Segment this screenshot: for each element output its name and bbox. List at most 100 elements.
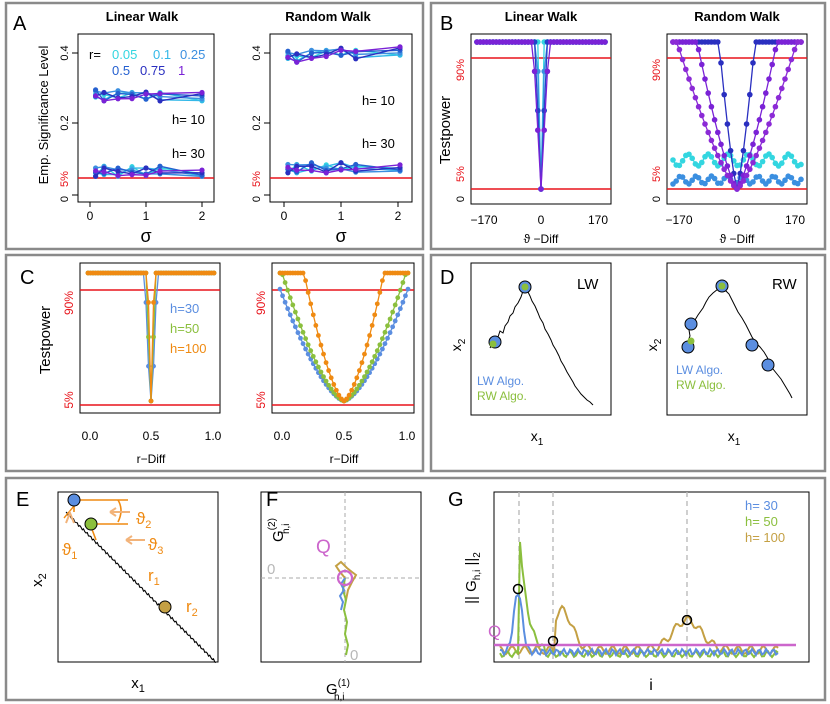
- ylabel: x2: [29, 573, 49, 587]
- panel-a-left-plot: 0 0.2 0.4 5% 0 1 2 σ r= 0.05 0.1 0.25 0.…: [59, 33, 215, 246]
- a-data-point: [157, 168, 163, 174]
- b-data-point: [692, 94, 699, 101]
- c-data-point: [321, 374, 326, 380]
- c-data-point: [151, 300, 156, 305]
- c-series-line: [88, 272, 214, 402]
- b-data-point: [711, 145, 718, 151]
- b-data-point: [772, 46, 779, 53]
- b-data-point: [779, 85, 785, 92]
- panel-c-letter: C: [20, 267, 34, 289]
- c-data-point: [385, 335, 390, 341]
- c-data-point: [146, 334, 151, 340]
- b-data-point: [785, 66, 791, 73]
- c-data-point: [285, 306, 291, 312]
- ytick-5pct: 5%: [651, 166, 663, 182]
- panel-b-right-plot: 90% 5% 0 −170 0 170 ϑ −Diff: [651, 33, 808, 246]
- b-data-point: [743, 172, 750, 179]
- b-data-point: [779, 181, 785, 187]
- b-data-point: [750, 179, 756, 185]
- panel-a-ylabel: Emp. Significance Level: [36, 46, 51, 185]
- a-data-point: [199, 167, 205, 173]
- arrow-icon: [109, 507, 130, 517]
- b-data-point: [715, 129, 721, 136]
- c-data-point: [151, 334, 156, 340]
- lw-algo-marker: [761, 358, 775, 372]
- ytick-0.4: 0.4: [251, 45, 263, 60]
- plot-box: [666, 33, 808, 205]
- b-data-point: [750, 60, 756, 66]
- c-data-point: [316, 333, 321, 338]
- panel-b-ylabel: Testpower: [437, 96, 454, 164]
- c-data-point: [326, 368, 332, 373]
- b-data-point: [702, 180, 708, 187]
- label-h30: h= 30: [172, 146, 205, 161]
- b-data-point: [791, 46, 798, 53]
- label-h30: h= 30: [362, 136, 395, 151]
- c-data-point: [298, 335, 303, 341]
- b-data-point: [673, 178, 679, 184]
- c-right-series: [277, 270, 411, 404]
- peak-marker: [512, 583, 524, 595]
- b-data-point: [756, 162, 763, 169]
- b-data-point: [756, 117, 763, 123]
- b-data-point: [775, 94, 782, 101]
- c-data-point: [395, 312, 401, 318]
- xtick-neg170: −170: [470, 213, 497, 227]
- legend-r-0.25: 0.25: [180, 47, 205, 62]
- c-data-point: [211, 270, 217, 276]
- a-data-point: [101, 89, 107, 96]
- c-data-point: [328, 375, 334, 381]
- ytick-0: 0: [251, 196, 263, 202]
- xtick-2: 2: [199, 209, 206, 223]
- c-data-point: [392, 318, 398, 324]
- b-data-point: [695, 46, 702, 53]
- b-data-point: [772, 103, 779, 110]
- c-data-point: [303, 336, 308, 342]
- a-data-point: [338, 47, 344, 53]
- c-data-point: [292, 309, 298, 315]
- c-data-point: [295, 330, 301, 336]
- c-data-point: [387, 330, 393, 336]
- a-data-point: [397, 44, 403, 50]
- b-data-point: [769, 61, 775, 68]
- c-data-point: [300, 329, 306, 335]
- b-data-point: [743, 121, 750, 127]
- legend-h100: h=100: [170, 341, 207, 356]
- xtick-1.0: 1.0: [205, 429, 222, 443]
- c-data-point: [316, 364, 321, 370]
- panel-a-frame: [4, 1, 425, 251]
- c-data-point: [292, 324, 298, 330]
- b-data-point: [689, 155, 695, 162]
- ytick-0.2: 0.2: [251, 115, 263, 130]
- b-data-point: [695, 103, 702, 110]
- b-data-point: [718, 159, 724, 166]
- b-data-point: [737, 182, 743, 189]
- plot-box: [470, 262, 612, 416]
- b-data-point: [702, 121, 708, 127]
- r1-label: r1: [148, 566, 160, 588]
- xtick-2: 2: [395, 209, 402, 223]
- g-trace-h100: [499, 604, 779, 656]
- b-data-point: [708, 137, 715, 144]
- c-data-point: [287, 312, 293, 318]
- b-data-point: [676, 46, 683, 53]
- c-data-point: [308, 348, 314, 354]
- xtick-0.5: 0.5: [143, 429, 160, 443]
- b-data-point: [766, 121, 772, 127]
- point-marker: [84, 517, 98, 531]
- panel-f-letter: F: [266, 489, 278, 511]
- a-data-point: [285, 54, 291, 60]
- b-data-point: [531, 68, 538, 75]
- e-walk-path: [65, 511, 217, 664]
- a-data-point: [101, 169, 107, 175]
- b-data-point: [544, 68, 551, 75]
- b-data-point: [686, 76, 692, 82]
- b-data-point: [699, 159, 705, 166]
- c-data-point: [387, 316, 393, 322]
- panel-b-title-right: Random Walk: [694, 9, 780, 24]
- c-data-point: [377, 351, 383, 357]
- a-data-point: [157, 163, 163, 169]
- c-data-point: [392, 302, 398, 308]
- panel-a-letter: A: [13, 13, 27, 35]
- legend-h50: h=50: [170, 321, 199, 336]
